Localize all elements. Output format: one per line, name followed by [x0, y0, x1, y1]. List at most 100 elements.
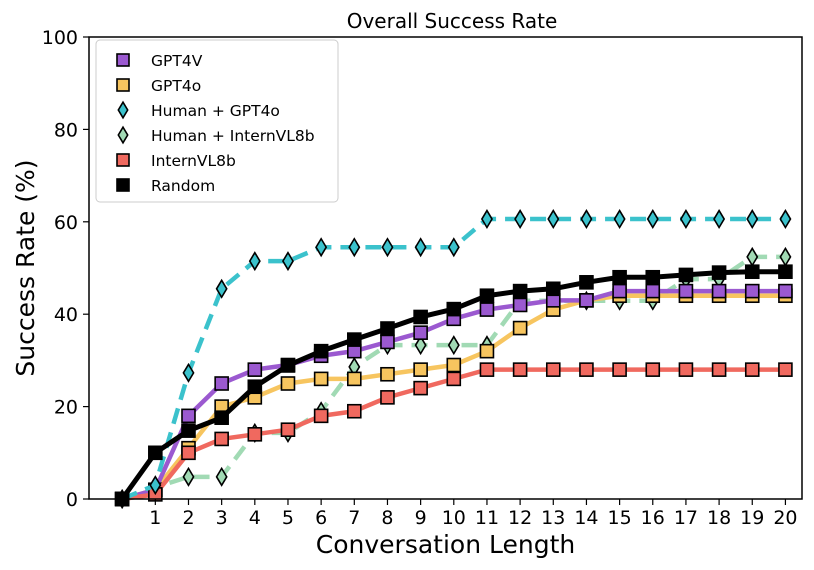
- data-point-gpt4o: [446, 357, 462, 373]
- data-point-internvl8b: [778, 362, 793, 377]
- data-point-random: [744, 264, 760, 279]
- data-point-human-gpt4o: [514, 209, 527, 230]
- data-point-random: [778, 264, 793, 279]
- y-tick-label: 60: [54, 212, 78, 234]
- legend-marker-gpt4o: [116, 78, 130, 92]
- axes: 1 2 3 4 5 6 7 8 9 10 11 12 13 14 15 16 17 18 19 20020406080…: [42, 27, 798, 529]
- data-point-human-gpt4o: [580, 209, 593, 230]
- data-point-internvl8b: [612, 362, 627, 377]
- x-tick-label: 20: [773, 507, 797, 529]
- x-tick-label: 16: [641, 507, 665, 529]
- data-point-random: [678, 267, 694, 283]
- data-point-gpt4v: [711, 283, 727, 299]
- data-point-gpt4o: [479, 343, 495, 359]
- data-point-random: [181, 423, 196, 438]
- data-point-human-internvl8b: [779, 246, 792, 267]
- x-tick-label: 9: [415, 507, 427, 529]
- data-point-internvl8b: [446, 371, 462, 387]
- data-point-human-gpt4o: [613, 209, 626, 230]
- x-tick-label: 13: [541, 507, 565, 529]
- data-point-human-gpt4o: [547, 209, 560, 230]
- data-point-human-gpt4o: [480, 209, 493, 230]
- data-point-gpt4o: [413, 362, 428, 377]
- data-point-gpt4o: [380, 366, 395, 382]
- y-tick-label: 80: [54, 119, 78, 141]
- data-point-human-gpt4o: [746, 209, 759, 230]
- y-tick-label: 20: [54, 397, 78, 419]
- data-point-human-gpt4o: [348, 237, 361, 258]
- series-gpt4v: [114, 283, 793, 507]
- data-point-gpt4v: [380, 334, 395, 350]
- data-point-internvl8b: [214, 431, 229, 447]
- data-point-random: [479, 288, 495, 304]
- data-point-gpt4v: [181, 408, 196, 424]
- data-point-random: [313, 343, 329, 359]
- x-tick-label: 8: [381, 507, 393, 529]
- series-human-gpt4o: [116, 209, 792, 510]
- data-point-human-gpt4o: [414, 237, 427, 258]
- legend-label-gpt4o: GPT4o: [151, 77, 201, 95]
- series-random: [114, 264, 793, 507]
- data-point-random: [148, 445, 163, 461]
- x-axis-label: Conversation Length: [316, 530, 575, 559]
- data-point-internvl8b: [711, 362, 727, 377]
- data-point-internvl8b: [512, 362, 528, 377]
- x-tick-label: 4: [249, 507, 261, 529]
- data-point-human-gpt4o: [315, 237, 328, 258]
- data-point-gpt4o: [313, 371, 329, 387]
- data-point-random: [512, 283, 528, 299]
- data-point-human-gpt4o: [182, 362, 195, 383]
- data-point-random: [214, 410, 229, 425]
- data-point-gpt4v: [413, 325, 428, 340]
- data-point-random: [280, 358, 296, 373]
- data-point-internvl8b: [579, 362, 594, 377]
- y-tick-label: 0: [66, 489, 78, 511]
- data-point-internvl8b: [744, 362, 760, 377]
- data-point-gpt4v: [247, 362, 263, 377]
- data-point-human-internvl8b: [746, 246, 759, 267]
- legend-marker-human-gpt4o: [117, 100, 129, 120]
- data-point-gpt4v: [678, 283, 694, 299]
- y-axis-label: Success Rate (%): [11, 159, 40, 376]
- data-point-random: [413, 309, 428, 325]
- data-point-random: [347, 332, 362, 347]
- data-point-human-internvl8b: [447, 335, 460, 356]
- data-point-gpt4v: [612, 283, 627, 299]
- data-point-human-gpt4o: [646, 209, 659, 230]
- legend-marker-gpt4v: [116, 53, 130, 67]
- legend-marker-internvl8b: [116, 153, 130, 167]
- legend-marker-human-internvl8b: [117, 125, 129, 145]
- data-point-gpt4v: [512, 297, 528, 313]
- data-point-random: [612, 269, 627, 285]
- x-tick-label: 1: [149, 507, 161, 529]
- legend-label-human-internvl8b: Human + InternVL8b: [151, 127, 315, 145]
- y-tick-label: 40: [54, 304, 78, 326]
- data-point-random: [446, 301, 462, 317]
- data-point-gpt4o: [280, 376, 296, 391]
- series-line-human-internvl8b: [121, 254, 786, 502]
- data-point-internvl8b: [479, 362, 495, 377]
- data-point-human-gpt4o: [679, 209, 692, 230]
- data-point-human-gpt4o: [149, 475, 162, 496]
- y-tick-label: 100: [42, 27, 78, 49]
- data-point-internvl8b: [247, 427, 263, 442]
- x-tick-label: 2: [182, 507, 194, 529]
- x-tick-label: 18: [707, 507, 731, 529]
- legend-label-random: Random: [151, 177, 215, 195]
- data-point-internvl8b: [380, 390, 395, 405]
- data-point-random: [247, 379, 263, 395]
- data-point-gpt4v: [645, 283, 661, 299]
- data-point-random: [579, 275, 594, 290]
- data-point-human-internvl8b: [182, 466, 195, 487]
- data-point-random: [545, 281, 561, 297]
- data-point-human-gpt4o: [713, 209, 726, 230]
- data-point-human-internvl8b: [414, 335, 427, 356]
- data-point-gpt4o: [347, 371, 362, 387]
- legend-marker-random: [116, 178, 130, 192]
- data-point-random: [645, 269, 661, 285]
- x-tick-label: 14: [574, 507, 598, 529]
- data-point-gpt4v: [778, 283, 793, 299]
- x-tick-label: 17: [674, 507, 698, 529]
- data-point-internvl8b: [413, 380, 428, 396]
